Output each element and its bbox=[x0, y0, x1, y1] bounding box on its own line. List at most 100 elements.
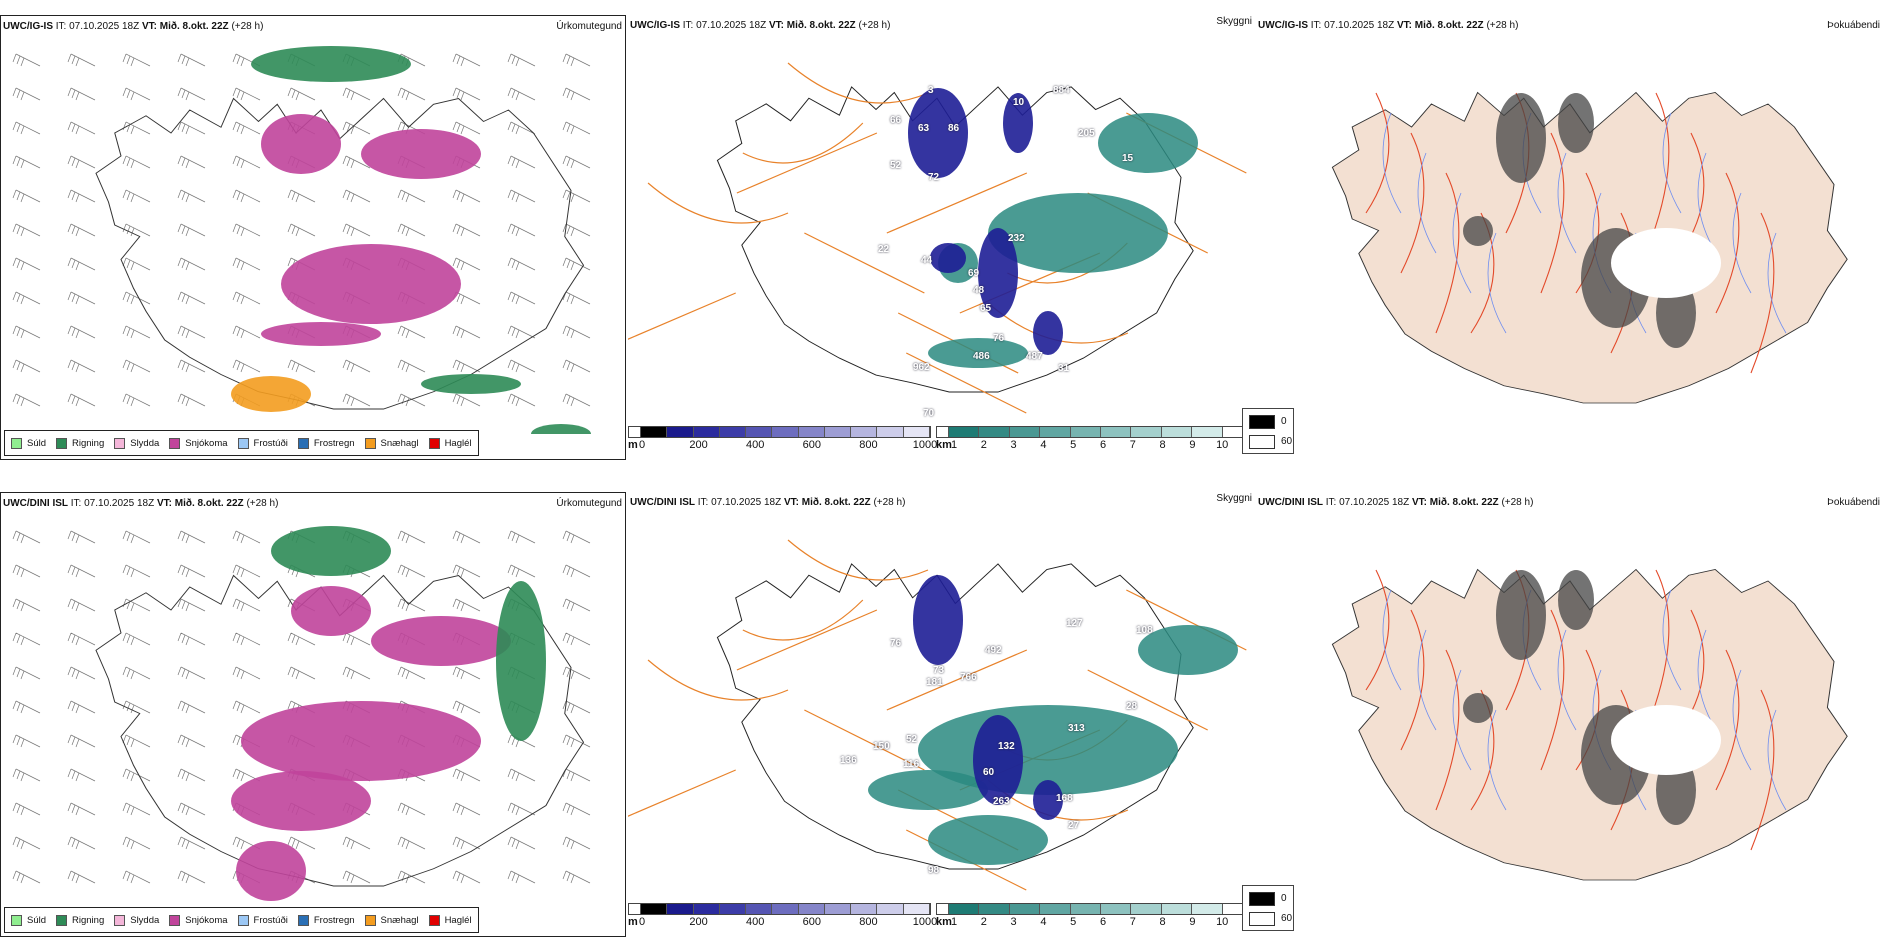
legend-label: Snæhagl bbox=[380, 437, 419, 449]
model-name: UWC/IG-IS bbox=[1258, 20, 1308, 31]
panel-title: UWC/IG-IS IT: 07.10.2025 18Z VT: Mið. 8.… bbox=[1258, 20, 1518, 31]
fog-legend-label: 0 bbox=[1281, 416, 1287, 427]
legend-label: Slydda bbox=[130, 437, 160, 449]
colorbar-tick-label: 1 bbox=[950, 439, 958, 451]
wind-barb bbox=[562, 836, 591, 850]
wind-barb bbox=[452, 189, 481, 203]
vt-value: Mið. 8.okt. 22Z bbox=[786, 20, 856, 31]
wind-barb bbox=[12, 291, 41, 305]
visibility-value-label: 52 bbox=[890, 160, 902, 171]
wind-barb bbox=[507, 734, 536, 748]
visibility-value-label: 31 bbox=[1058, 363, 1070, 374]
river-line bbox=[1487, 232, 1507, 334]
legend-label: Slydda bbox=[130, 914, 160, 926]
precip-area bbox=[241, 701, 481, 781]
wind-barb bbox=[232, 632, 261, 646]
colorbar-segment bbox=[1192, 427, 1223, 437]
wind-barb bbox=[12, 768, 41, 782]
colorbar-segment bbox=[949, 427, 980, 437]
wind-barb bbox=[342, 393, 371, 407]
wind-barb bbox=[342, 666, 371, 680]
colorbar-segment bbox=[1070, 904, 1102, 914]
legend-label: Frostregn bbox=[313, 437, 355, 449]
it-value: 07.10.2025 18Z bbox=[711, 497, 782, 508]
vt-label: VT: bbox=[141, 21, 157, 32]
visibility-value-label: 136 bbox=[840, 755, 857, 766]
precip-area bbox=[361, 129, 481, 179]
it-label: IT: bbox=[697, 497, 709, 508]
lead-time: (+28 h) bbox=[873, 497, 906, 508]
wind-barb bbox=[67, 768, 96, 782]
wind-barb bbox=[452, 257, 481, 271]
variable-name: Þokuábendi bbox=[1827, 20, 1880, 31]
wind-barb bbox=[122, 870, 151, 884]
wind-barb bbox=[67, 870, 96, 884]
colorbar-tick-label: 800 bbox=[859, 916, 878, 928]
legend-item: Súld bbox=[11, 437, 46, 449]
colorbar-segment bbox=[1161, 427, 1193, 437]
low-cloud-area bbox=[913, 575, 963, 665]
colorbar-segment bbox=[1101, 904, 1132, 914]
river-line bbox=[1732, 192, 1752, 294]
precip-legend: Súld Rigning Slydda Snjókoma Frostúði Frostre… bbox=[4, 430, 479, 456]
visibility-value-label: 63 bbox=[918, 123, 930, 134]
colorbar-tick-label: 0 bbox=[638, 439, 646, 451]
wind-barb bbox=[287, 836, 316, 850]
visibility-value-label: 108 bbox=[1136, 625, 1153, 636]
wind-barb bbox=[452, 393, 481, 407]
legend-item: Súld bbox=[11, 914, 46, 926]
colorbar-segment bbox=[719, 904, 747, 914]
visibility-value-label: 22 bbox=[878, 244, 890, 255]
wind-barb bbox=[232, 564, 261, 578]
colorbar-segment bbox=[641, 904, 668, 914]
visibility-value-label: 486 bbox=[973, 351, 990, 362]
visibility-value-label: 205 bbox=[1078, 128, 1095, 139]
vt-label: VT: bbox=[1411, 497, 1427, 508]
wind-barb bbox=[67, 87, 96, 101]
wind-barb bbox=[452, 121, 481, 135]
wind-barb bbox=[562, 87, 591, 101]
wind-barb bbox=[507, 564, 536, 578]
wind-barb bbox=[232, 666, 261, 680]
colorbar-tick-label: 1000 bbox=[912, 439, 938, 451]
low-visibility-area bbox=[1098, 113, 1198, 173]
colorbar-segment bbox=[746, 904, 773, 914]
row-dini-isl: UWC/DINI ISL IT: 07.10.2025 18Z VT: Mið.… bbox=[0, 492, 1900, 938]
colorbar-tick-label: 4 bbox=[1040, 916, 1047, 928]
visibility-value-label: 232 bbox=[1008, 233, 1025, 244]
it-label: IT: bbox=[70, 498, 82, 509]
road-line bbox=[1435, 172, 1460, 334]
road-line bbox=[906, 352, 1027, 414]
visibility-value-label: 487 bbox=[1026, 351, 1043, 362]
wind-barb bbox=[177, 325, 206, 339]
visibility-value-label: 766 bbox=[960, 672, 977, 683]
visibility-value-label: 73 bbox=[933, 665, 945, 676]
visibility-panel-dini-isl: UWC/DINI ISL IT: 07.10.2025 18Z VT: Mið.… bbox=[628, 492, 1254, 938]
wind-barb bbox=[562, 291, 591, 305]
wind-barb bbox=[342, 87, 371, 101]
wind-barb bbox=[12, 393, 41, 407]
visibility-value-label: 127 bbox=[1066, 618, 1083, 629]
precip-area bbox=[251, 46, 411, 82]
wind-barb bbox=[232, 53, 261, 67]
legend-item: Slydda bbox=[114, 437, 160, 449]
legend-label: Haglél bbox=[444, 437, 472, 449]
wind-barb bbox=[177, 836, 206, 850]
wind-barb bbox=[177, 223, 206, 237]
fog-area bbox=[1496, 570, 1546, 660]
wind-barb bbox=[67, 393, 96, 407]
wind-barb bbox=[122, 700, 151, 714]
wind-barb bbox=[12, 666, 41, 680]
legend-swatch bbox=[364, 437, 376, 449]
road-line bbox=[647, 659, 789, 701]
visibility-value-label: 48 bbox=[973, 285, 985, 296]
visibility-value-label: 60 bbox=[983, 767, 995, 778]
low-cloud-area bbox=[1003, 93, 1033, 153]
variable-name: Skyggni bbox=[1216, 493, 1252, 504]
wind-barb bbox=[122, 359, 151, 373]
visibility-value-label: 28 bbox=[1126, 701, 1138, 712]
legend-item: Frostregn bbox=[297, 914, 355, 926]
visibility-value-label: 44 bbox=[921, 255, 933, 266]
wind-barb bbox=[12, 53, 41, 67]
wind-barb bbox=[342, 155, 371, 169]
